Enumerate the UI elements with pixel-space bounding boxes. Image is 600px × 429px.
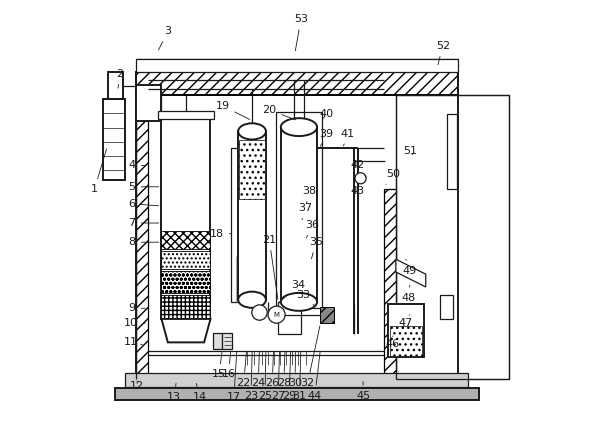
Bar	[385, 189, 397, 379]
Text: 36: 36	[305, 220, 319, 238]
Text: 40: 40	[319, 109, 334, 119]
Ellipse shape	[281, 118, 317, 136]
Text: 35: 35	[309, 237, 323, 259]
Bar	[276, 112, 322, 308]
Bar	[136, 72, 458, 95]
Text: 22: 22	[236, 351, 251, 388]
Text: 41: 41	[341, 129, 355, 146]
Text: 13: 13	[167, 384, 181, 402]
Circle shape	[268, 306, 285, 323]
Bar	[440, 296, 452, 319]
Text: 47: 47	[398, 314, 413, 328]
Bar	[213, 332, 223, 349]
Text: 49: 49	[403, 259, 417, 276]
Text: 27: 27	[271, 351, 286, 401]
Text: 48: 48	[401, 285, 416, 302]
Text: 14: 14	[193, 384, 207, 402]
Text: 31: 31	[293, 351, 307, 401]
Text: 39: 39	[319, 129, 334, 146]
Polygon shape	[161, 319, 211, 342]
Text: 20: 20	[262, 105, 296, 120]
Circle shape	[252, 305, 267, 320]
Text: 43: 43	[350, 186, 365, 199]
Text: 3: 3	[158, 26, 172, 50]
Bar	[238, 131, 266, 300]
Bar	[136, 95, 148, 379]
Text: 28: 28	[277, 351, 291, 388]
Bar	[223, 332, 232, 349]
Bar	[231, 148, 241, 302]
Bar	[447, 115, 457, 189]
Bar	[108, 72, 123, 100]
Text: 4: 4	[128, 160, 145, 170]
Text: 30: 30	[288, 351, 302, 388]
Text: 10: 10	[124, 318, 145, 328]
Text: 50: 50	[386, 169, 400, 184]
Text: 11: 11	[124, 337, 142, 347]
Bar	[161, 231, 211, 249]
Bar	[136, 59, 458, 72]
Text: 37: 37	[298, 203, 312, 220]
Text: 26: 26	[265, 351, 280, 388]
Text: 5: 5	[128, 182, 158, 192]
Text: 2: 2	[116, 69, 124, 88]
Text: 6: 6	[128, 199, 159, 209]
Bar	[136, 72, 458, 379]
Bar	[388, 304, 424, 357]
Bar	[389, 326, 422, 356]
Polygon shape	[396, 259, 426, 287]
Bar	[320, 307, 334, 323]
Bar	[158, 111, 214, 118]
Text: 9: 9	[128, 303, 145, 313]
Text: M: M	[274, 311, 280, 317]
Text: 46: 46	[386, 336, 400, 350]
Text: 33: 33	[296, 290, 315, 306]
Circle shape	[355, 173, 366, 184]
Bar	[281, 127, 317, 302]
Bar	[115, 388, 479, 400]
Text: 52: 52	[436, 41, 450, 65]
Text: 21: 21	[262, 235, 278, 299]
Bar	[239, 140, 265, 199]
Text: 1: 1	[91, 149, 107, 194]
Bar	[161, 295, 211, 319]
Text: 34: 34	[278, 280, 305, 303]
Text: 19: 19	[215, 101, 250, 120]
Text: 16: 16	[221, 351, 235, 379]
Text: 7: 7	[128, 218, 158, 228]
Bar	[397, 95, 509, 379]
Text: 24: 24	[251, 351, 265, 388]
Bar	[148, 329, 391, 379]
Text: 42: 42	[350, 160, 366, 177]
Text: 44: 44	[308, 351, 322, 401]
Text: 17: 17	[227, 351, 241, 402]
Text: 51: 51	[403, 146, 417, 157]
Ellipse shape	[238, 123, 266, 139]
Text: 25: 25	[258, 351, 272, 401]
Bar	[278, 302, 301, 334]
Text: 15: 15	[212, 351, 226, 379]
Bar	[125, 374, 469, 387]
Text: 45: 45	[356, 381, 370, 401]
Bar	[136, 85, 161, 121]
Text: 32: 32	[301, 326, 320, 388]
Bar	[161, 251, 211, 269]
Bar	[161, 118, 211, 319]
Bar	[103, 100, 125, 181]
Ellipse shape	[281, 293, 317, 311]
Text: 23: 23	[244, 351, 258, 401]
Text: 8: 8	[128, 237, 158, 247]
Text: 29: 29	[282, 351, 296, 401]
Ellipse shape	[238, 292, 266, 308]
Bar	[161, 271, 211, 293]
Text: 12: 12	[130, 381, 144, 391]
Text: 53: 53	[294, 14, 308, 51]
Text: 38: 38	[302, 186, 316, 204]
Text: 18: 18	[210, 229, 231, 239]
Bar	[397, 95, 509, 379]
